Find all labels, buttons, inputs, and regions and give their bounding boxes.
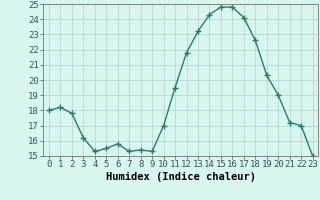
X-axis label: Humidex (Indice chaleur): Humidex (Indice chaleur) bbox=[106, 172, 256, 182]
